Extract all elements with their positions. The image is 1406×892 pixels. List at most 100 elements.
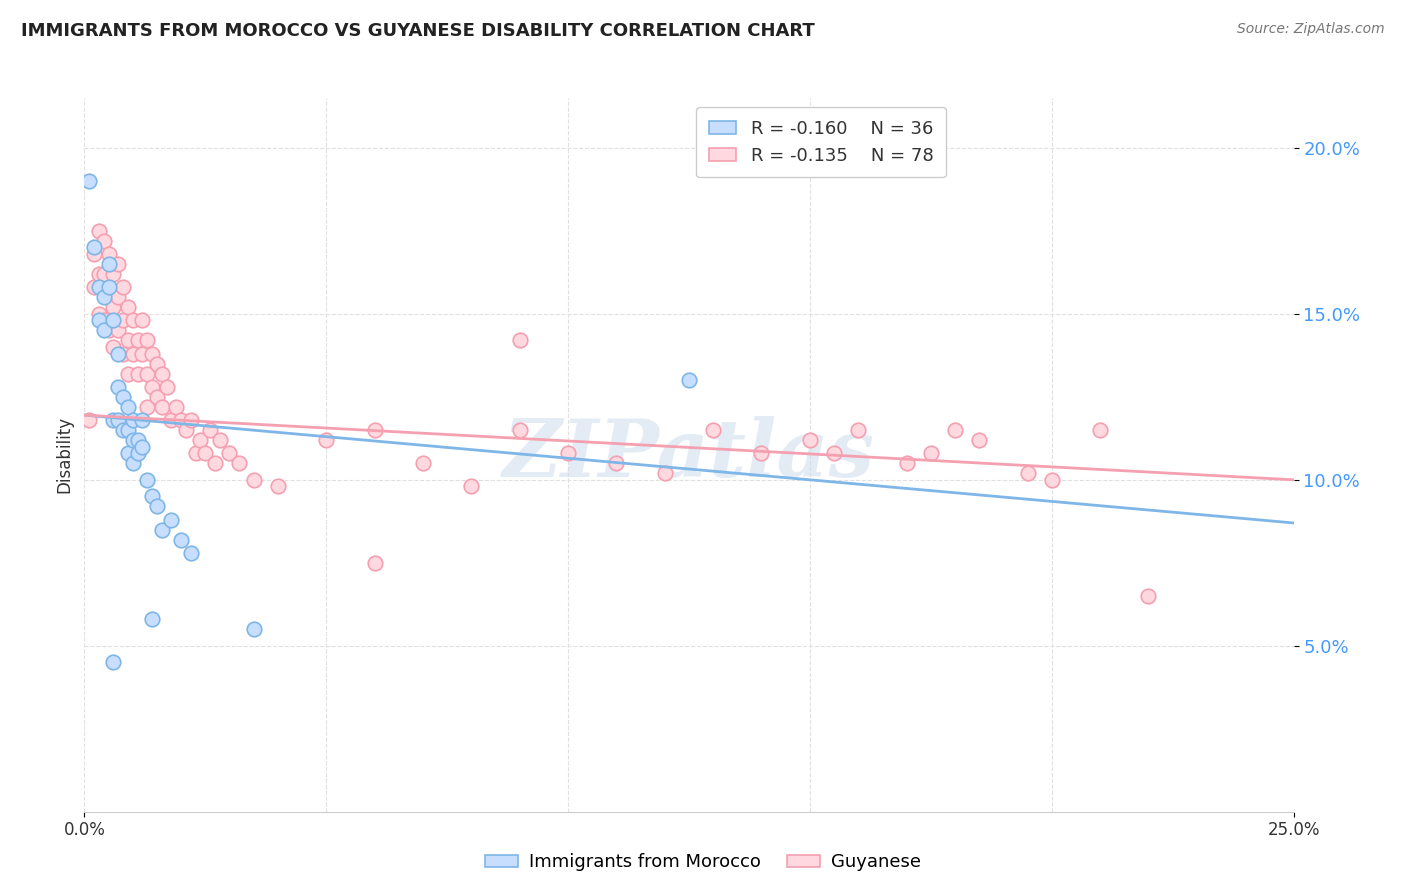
Point — [160, 413, 183, 427]
Point — [170, 533, 193, 547]
Text: ZIPatlas: ZIPatlas — [503, 417, 875, 493]
Point — [107, 347, 129, 361]
Point — [97, 280, 120, 294]
Point — [150, 400, 173, 414]
Point — [155, 380, 177, 394]
Point — [146, 390, 169, 404]
Point — [194, 446, 217, 460]
Point — [846, 423, 869, 437]
Point — [112, 390, 135, 404]
Point — [103, 313, 125, 327]
Legend: R = -0.160    N = 36, R = -0.135    N = 78: R = -0.160 N = 36, R = -0.135 N = 78 — [696, 107, 946, 178]
Point — [180, 413, 202, 427]
Point — [127, 334, 149, 348]
Point — [97, 280, 120, 294]
Text: Source: ZipAtlas.com: Source: ZipAtlas.com — [1237, 22, 1385, 37]
Point — [896, 456, 918, 470]
Point — [218, 446, 240, 460]
Point — [117, 423, 139, 437]
Point — [150, 523, 173, 537]
Point — [83, 240, 105, 254]
Point — [557, 446, 579, 460]
Point — [87, 280, 110, 294]
Point — [1088, 423, 1111, 437]
Point — [87, 267, 110, 281]
Point — [174, 423, 197, 437]
Point — [1017, 466, 1039, 480]
Point — [103, 340, 125, 354]
Point — [97, 247, 120, 261]
Point — [509, 423, 531, 437]
Text: IMMIGRANTS FROM MOROCCO VS GUYANESE DISABILITY CORRELATION CHART: IMMIGRANTS FROM MOROCCO VS GUYANESE DISA… — [21, 22, 815, 40]
Point — [83, 280, 105, 294]
Point — [141, 612, 163, 626]
Point — [315, 433, 337, 447]
Point — [654, 466, 676, 480]
Point — [141, 347, 163, 361]
Point — [363, 423, 385, 437]
Point — [117, 446, 139, 460]
Point — [170, 413, 193, 427]
Point — [242, 473, 264, 487]
Point — [160, 513, 183, 527]
Point — [363, 556, 385, 570]
Point — [117, 367, 139, 381]
Point — [141, 380, 163, 394]
Point — [93, 290, 115, 304]
Point — [93, 313, 115, 327]
Point — [136, 334, 159, 348]
Point — [87, 224, 110, 238]
Point — [112, 313, 135, 327]
Point — [412, 456, 434, 470]
Point — [190, 433, 212, 447]
Point — [146, 357, 169, 371]
Point — [127, 446, 149, 460]
Point — [267, 479, 290, 493]
Point — [823, 446, 845, 460]
Point — [121, 433, 143, 447]
Point — [103, 267, 125, 281]
Point — [127, 367, 149, 381]
Point — [121, 413, 143, 427]
Point — [103, 413, 125, 427]
Point — [146, 500, 169, 514]
Point — [605, 456, 627, 470]
Point — [131, 347, 153, 361]
Point — [77, 413, 100, 427]
Point — [121, 347, 143, 361]
Point — [204, 456, 226, 470]
Point — [141, 490, 163, 504]
Point — [112, 280, 135, 294]
Point — [112, 347, 135, 361]
Point — [127, 433, 149, 447]
Point — [751, 446, 773, 460]
Point — [93, 234, 115, 248]
Point — [180, 546, 202, 560]
Point — [184, 446, 207, 460]
Point — [799, 433, 821, 447]
Point — [77, 174, 100, 188]
Point — [107, 380, 129, 394]
Point — [107, 257, 129, 271]
Point — [1137, 589, 1160, 603]
Point — [136, 400, 159, 414]
Point — [87, 313, 110, 327]
Point — [509, 334, 531, 348]
Point — [208, 433, 231, 447]
Point — [198, 423, 221, 437]
Point — [93, 267, 115, 281]
Point — [87, 307, 110, 321]
Point — [97, 257, 120, 271]
Point — [117, 400, 139, 414]
Point — [83, 247, 105, 261]
Point — [121, 456, 143, 470]
Point — [131, 413, 153, 427]
Point — [107, 290, 129, 304]
Point — [136, 367, 159, 381]
Point — [97, 323, 120, 337]
Point — [920, 446, 942, 460]
Point — [107, 323, 129, 337]
Point — [103, 656, 125, 670]
Point — [136, 473, 159, 487]
Point — [943, 423, 966, 437]
